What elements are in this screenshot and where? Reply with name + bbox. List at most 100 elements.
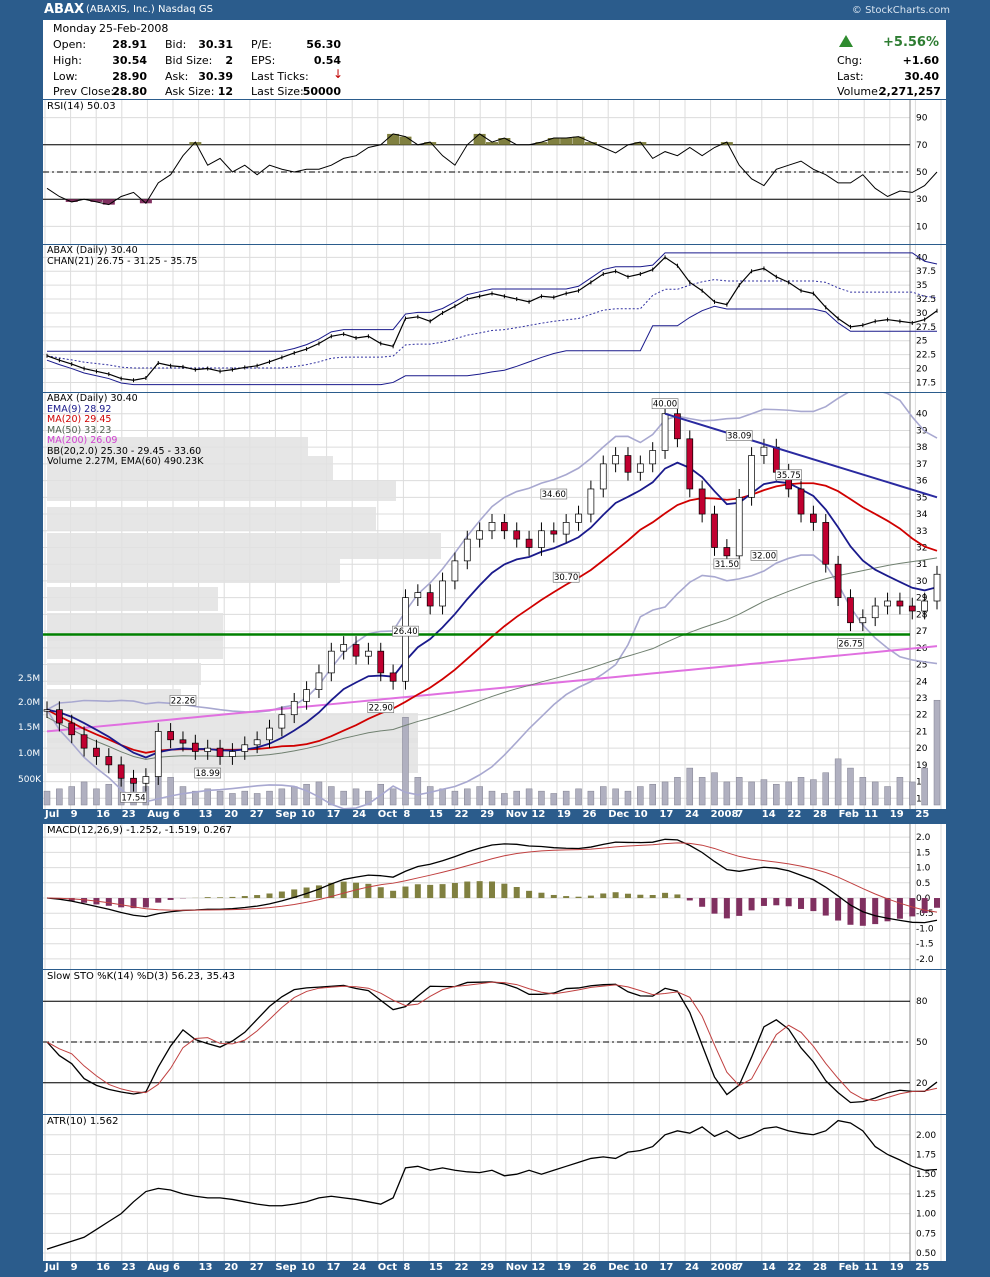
x-tick-label: 24	[685, 809, 699, 820]
macd-title: MACD(12,26,9) -1.252, -1.519, 0.267	[47, 825, 232, 836]
y-tick-label: 50	[916, 168, 928, 178]
y-tick-label: 2.00	[916, 1131, 936, 1141]
x-tick-label: 22	[787, 809, 802, 820]
volume-bar	[884, 786, 891, 806]
price-annotation: 26.75	[838, 639, 862, 649]
y-tick-label: 2.0	[916, 833, 931, 843]
macd-histogram-bar	[575, 896, 582, 899]
company-label: (ABAXIS, Inc.)	[86, 4, 155, 15]
candle-body	[908, 605, 916, 612]
x-tick-label: 7	[736, 1262, 744, 1273]
ask-size-label: Ask Size:	[165, 85, 215, 98]
macd-histogram-bar	[563, 896, 570, 899]
candle-body	[538, 530, 545, 548]
channel-chart: 40 37.5 35 32.5 30 27.5 25 22.5 20 17.5	[43, 245, 942, 392]
candle-body	[476, 530, 483, 540]
price-annotation-box	[651, 398, 679, 410]
x-tick-label: 17	[326, 809, 341, 820]
price-annotation: 22.90	[369, 704, 393, 714]
bid-label: Bid:	[165, 38, 187, 51]
volume-bar	[426, 786, 434, 806]
y-tick-label: 1.75	[916, 1150, 936, 1160]
macd-histogram-bar	[130, 898, 137, 909]
macd-histogram-bar	[699, 898, 706, 907]
price-legend: ABAX (Daily) 30.40 EMA(9) 28.92 MA(20) 2…	[47, 393, 204, 468]
volume-bar	[649, 783, 656, 806]
volume-by-price-bar	[47, 437, 308, 456]
macd-histogram-bar	[674, 894, 681, 899]
chart-header: ABAX (ABAXIS, Inc.) Nasdaq GS © StockCha…	[0, 0, 990, 20]
x-tick-label: 22	[787, 1262, 802, 1273]
y-tick-label: 28	[916, 610, 928, 620]
y-tick-label: 17.5	[916, 378, 936, 388]
y-tick-label: 35	[916, 493, 927, 503]
price-annotation: 30.70	[554, 573, 578, 583]
price-annotation: 22.26	[171, 696, 195, 706]
macd-histogram-bar	[934, 898, 940, 908]
volume-bar	[266, 790, 273, 806]
macd-histogram-bar	[451, 882, 458, 899]
volume-by-price-bar	[47, 613, 223, 641]
low-label: Low:	[53, 70, 78, 83]
volume-tick: 1.0M	[18, 749, 41, 759]
volume-bar	[600, 786, 607, 806]
macd-histogram-bar	[377, 887, 384, 899]
x-tick-label: Dec	[608, 1262, 630, 1273]
volume-bar	[290, 786, 298, 806]
high-value: 30.54	[112, 54, 147, 67]
candle-body	[229, 751, 236, 757]
y-tick-label: 22.5	[916, 351, 936, 361]
volume-bar	[810, 779, 817, 806]
volume-by-price-bar	[47, 481, 396, 501]
x-tick-label: 19	[889, 809, 904, 820]
x-tick-label: 26	[582, 1262, 597, 1273]
volume-by-price-bar	[47, 456, 333, 480]
legend-volume: Volume 2.27M, EMA(60) 490.23K	[47, 456, 204, 467]
volume-bar	[624, 790, 632, 806]
last-ticks-label: Last Ticks:	[251, 70, 309, 83]
macd-histogram-bar	[748, 898, 755, 911]
x-tick-label: 25	[915, 1262, 930, 1273]
y-tick-label: 20	[916, 365, 928, 375]
x-tick-label: 10	[633, 1262, 648, 1273]
macd-histogram-bar	[686, 898, 693, 901]
volume-bar	[760, 779, 768, 806]
volume-bar	[216, 790, 224, 806]
y-tick-label: 32.5	[916, 295, 936, 305]
atr-panel: 2.00 1.75 1.50 1.25 1.00 0.75 0.50 ATR(10) 1.5…	[43, 1115, 946, 1261]
y-tick-label: 29	[916, 594, 928, 604]
candle-body	[847, 597, 854, 624]
x-tick-label: 10	[301, 809, 315, 820]
volume-bar	[253, 793, 261, 806]
last-size-label: Last Size:	[251, 85, 304, 98]
volume-bar	[871, 781, 879, 806]
y-tick-label: 19	[916, 761, 928, 771]
macd-histogram-bar	[513, 887, 520, 899]
last-label: Last:	[837, 70, 864, 83]
trend-line	[664, 412, 938, 499]
x-tick-label: 7	[736, 809, 744, 820]
volume-bar	[748, 781, 755, 806]
y-tick-label: 0.75	[916, 1229, 936, 1239]
volume-bar	[315, 781, 323, 806]
x-tick-label: 24	[352, 809, 367, 820]
open-label: Open:	[53, 38, 87, 51]
macd-histogram-bar	[526, 890, 533, 899]
candle-body	[439, 580, 446, 607]
x-tick-label: 25	[915, 809, 930, 820]
y-tick-label: 39	[916, 426, 928, 436]
candle-body	[834, 563, 842, 599]
volume-bar	[723, 781, 731, 806]
y-tick-label: 1.50	[916, 1170, 936, 1180]
candle-body	[575, 513, 582, 523]
x-tick-label: Feb	[838, 1262, 859, 1273]
y-tick-label: 20	[916, 744, 928, 754]
volume-bar	[661, 781, 669, 806]
x-axis-labels-top: Jul 9 16 23 Aug 6 13 20 27 Sep 10 17 24 Oct 8 15 22 29 Nov…	[0, 809, 990, 823]
volume-bar	[439, 788, 446, 806]
macd-histogram-bar	[476, 881, 483, 899]
price-chart: 40 39 38 37 36 35 34 33 32 31 30 29 28 27 26 25 24 23 22 21…	[43, 393, 942, 809]
volume-bar	[93, 788, 100, 806]
candle-body	[649, 450, 657, 465]
brand-link[interactable]: © StockCharts.com	[851, 5, 950, 16]
